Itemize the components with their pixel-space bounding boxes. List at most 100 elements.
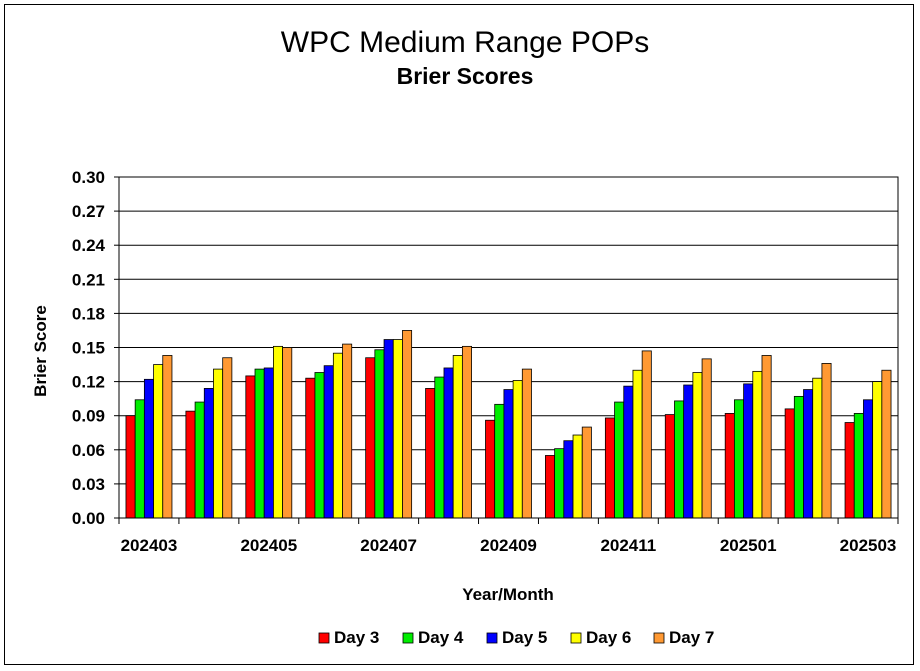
bar	[323, 365, 334, 519]
bar	[392, 339, 403, 519]
x-axis: 202403 202405 202407 202409 202411 202501 2025…	[118, 518, 899, 555]
bar	[692, 372, 703, 519]
bar	[512, 380, 523, 519]
y-tick-label: 0.12	[72, 373, 105, 392]
y-tick-label: 0.24	[72, 236, 106, 255]
bar	[125, 415, 136, 519]
chart-frame: WPC Medium Range POPs Brier Scores 0.00 0…	[4, 4, 914, 665]
bar	[701, 358, 712, 519]
bar	[185, 410, 196, 519]
bar	[162, 355, 173, 519]
bar	[143, 378, 154, 519]
bar	[332, 352, 343, 519]
x-axis-title: Year/Month	[462, 585, 554, 604]
y-tick-label: 0.30	[72, 168, 105, 187]
legend-label: Day 5	[502, 628, 547, 647]
bar	[812, 377, 823, 519]
bar	[793, 395, 804, 519]
y-axis-title: Brier Score	[31, 305, 50, 397]
bar	[821, 363, 832, 519]
x-tick-label: 202407	[360, 536, 417, 555]
bar	[213, 368, 224, 519]
bar	[784, 408, 795, 519]
bar	[485, 419, 496, 519]
x-tick-label: 202403	[121, 536, 178, 555]
legend-label: Day 4	[418, 628, 464, 647]
x-tick-label: 202503	[840, 536, 897, 555]
y-tick-label: 0.06	[72, 441, 105, 460]
bar	[342, 343, 353, 519]
bar	[434, 376, 445, 519]
y-tick-label: 0.18	[72, 304, 105, 323]
bar	[203, 388, 214, 519]
bar	[733, 399, 744, 519]
bar	[383, 339, 394, 519]
bar	[425, 388, 436, 519]
y-tick-label: 0.09	[72, 407, 105, 426]
bar	[632, 369, 643, 519]
bar	[641, 350, 652, 519]
bar	[134, 399, 145, 519]
bar	[844, 422, 855, 519]
bar	[761, 355, 772, 519]
bar	[563, 440, 574, 519]
bar	[604, 417, 615, 519]
bar	[581, 426, 592, 519]
x-tick-label: 202405	[240, 536, 297, 555]
bar	[494, 403, 505, 519]
bar	[881, 369, 892, 519]
bar	[452, 355, 463, 519]
bar	[521, 368, 532, 519]
x-tick-label: 202411	[600, 536, 656, 555]
bar-chart: WPC Medium Range POPs Brier Scores 0.000…	[31, 26, 899, 647]
y-tick-label: 0.00	[72, 509, 105, 528]
bar	[674, 400, 685, 519]
bar	[402, 330, 413, 519]
bar	[853, 413, 864, 519]
bar	[365, 357, 376, 519]
y-axis: 0.00 0.03 0.06 0.09 0.12 0.15 0.18 0.21 0.24 0.27…	[72, 168, 119, 528]
bar	[683, 384, 694, 519]
bar	[572, 434, 583, 519]
bar	[872, 381, 883, 519]
chart-subtitle: Brier Scores	[397, 63, 534, 89]
legend-swatch	[318, 632, 330, 644]
bar	[743, 383, 754, 519]
bar	[273, 345, 284, 519]
legend-label: Day 3	[334, 628, 379, 647]
legend-label: Day 6	[586, 628, 631, 647]
bar	[664, 414, 675, 519]
y-tick-label: 0.27	[72, 202, 105, 221]
bar	[724, 413, 735, 519]
bar	[554, 448, 565, 519]
bar	[443, 367, 454, 519]
legend-swatch	[402, 632, 414, 644]
bar	[623, 385, 634, 519]
legend: Day 3 Day 4 Day 5 Day 6 Day 7	[318, 628, 714, 647]
legend-swatch	[570, 632, 582, 644]
bar	[863, 399, 874, 519]
bar	[374, 349, 385, 519]
x-tick-label: 202409	[480, 536, 537, 555]
bar	[282, 347, 293, 519]
bars	[125, 330, 892, 519]
bar	[254, 368, 265, 519]
bar	[194, 401, 205, 519]
bar	[245, 375, 256, 519]
bar	[305, 377, 316, 519]
y-tick-label: 0.15	[72, 339, 105, 358]
legend-swatch	[486, 632, 498, 644]
bar	[545, 455, 556, 519]
bar	[222, 357, 233, 519]
y-tick-label: 0.21	[72, 270, 105, 289]
legend-label: Day 7	[669, 628, 714, 647]
legend-swatch	[653, 632, 665, 644]
bar	[614, 401, 625, 519]
bar	[752, 370, 763, 519]
x-tick-label: 202501	[720, 536, 777, 555]
y-tick-label: 0.03	[72, 475, 105, 494]
bar	[503, 389, 514, 519]
bar	[314, 372, 325, 519]
bar	[803, 389, 814, 519]
bar	[263, 367, 274, 519]
